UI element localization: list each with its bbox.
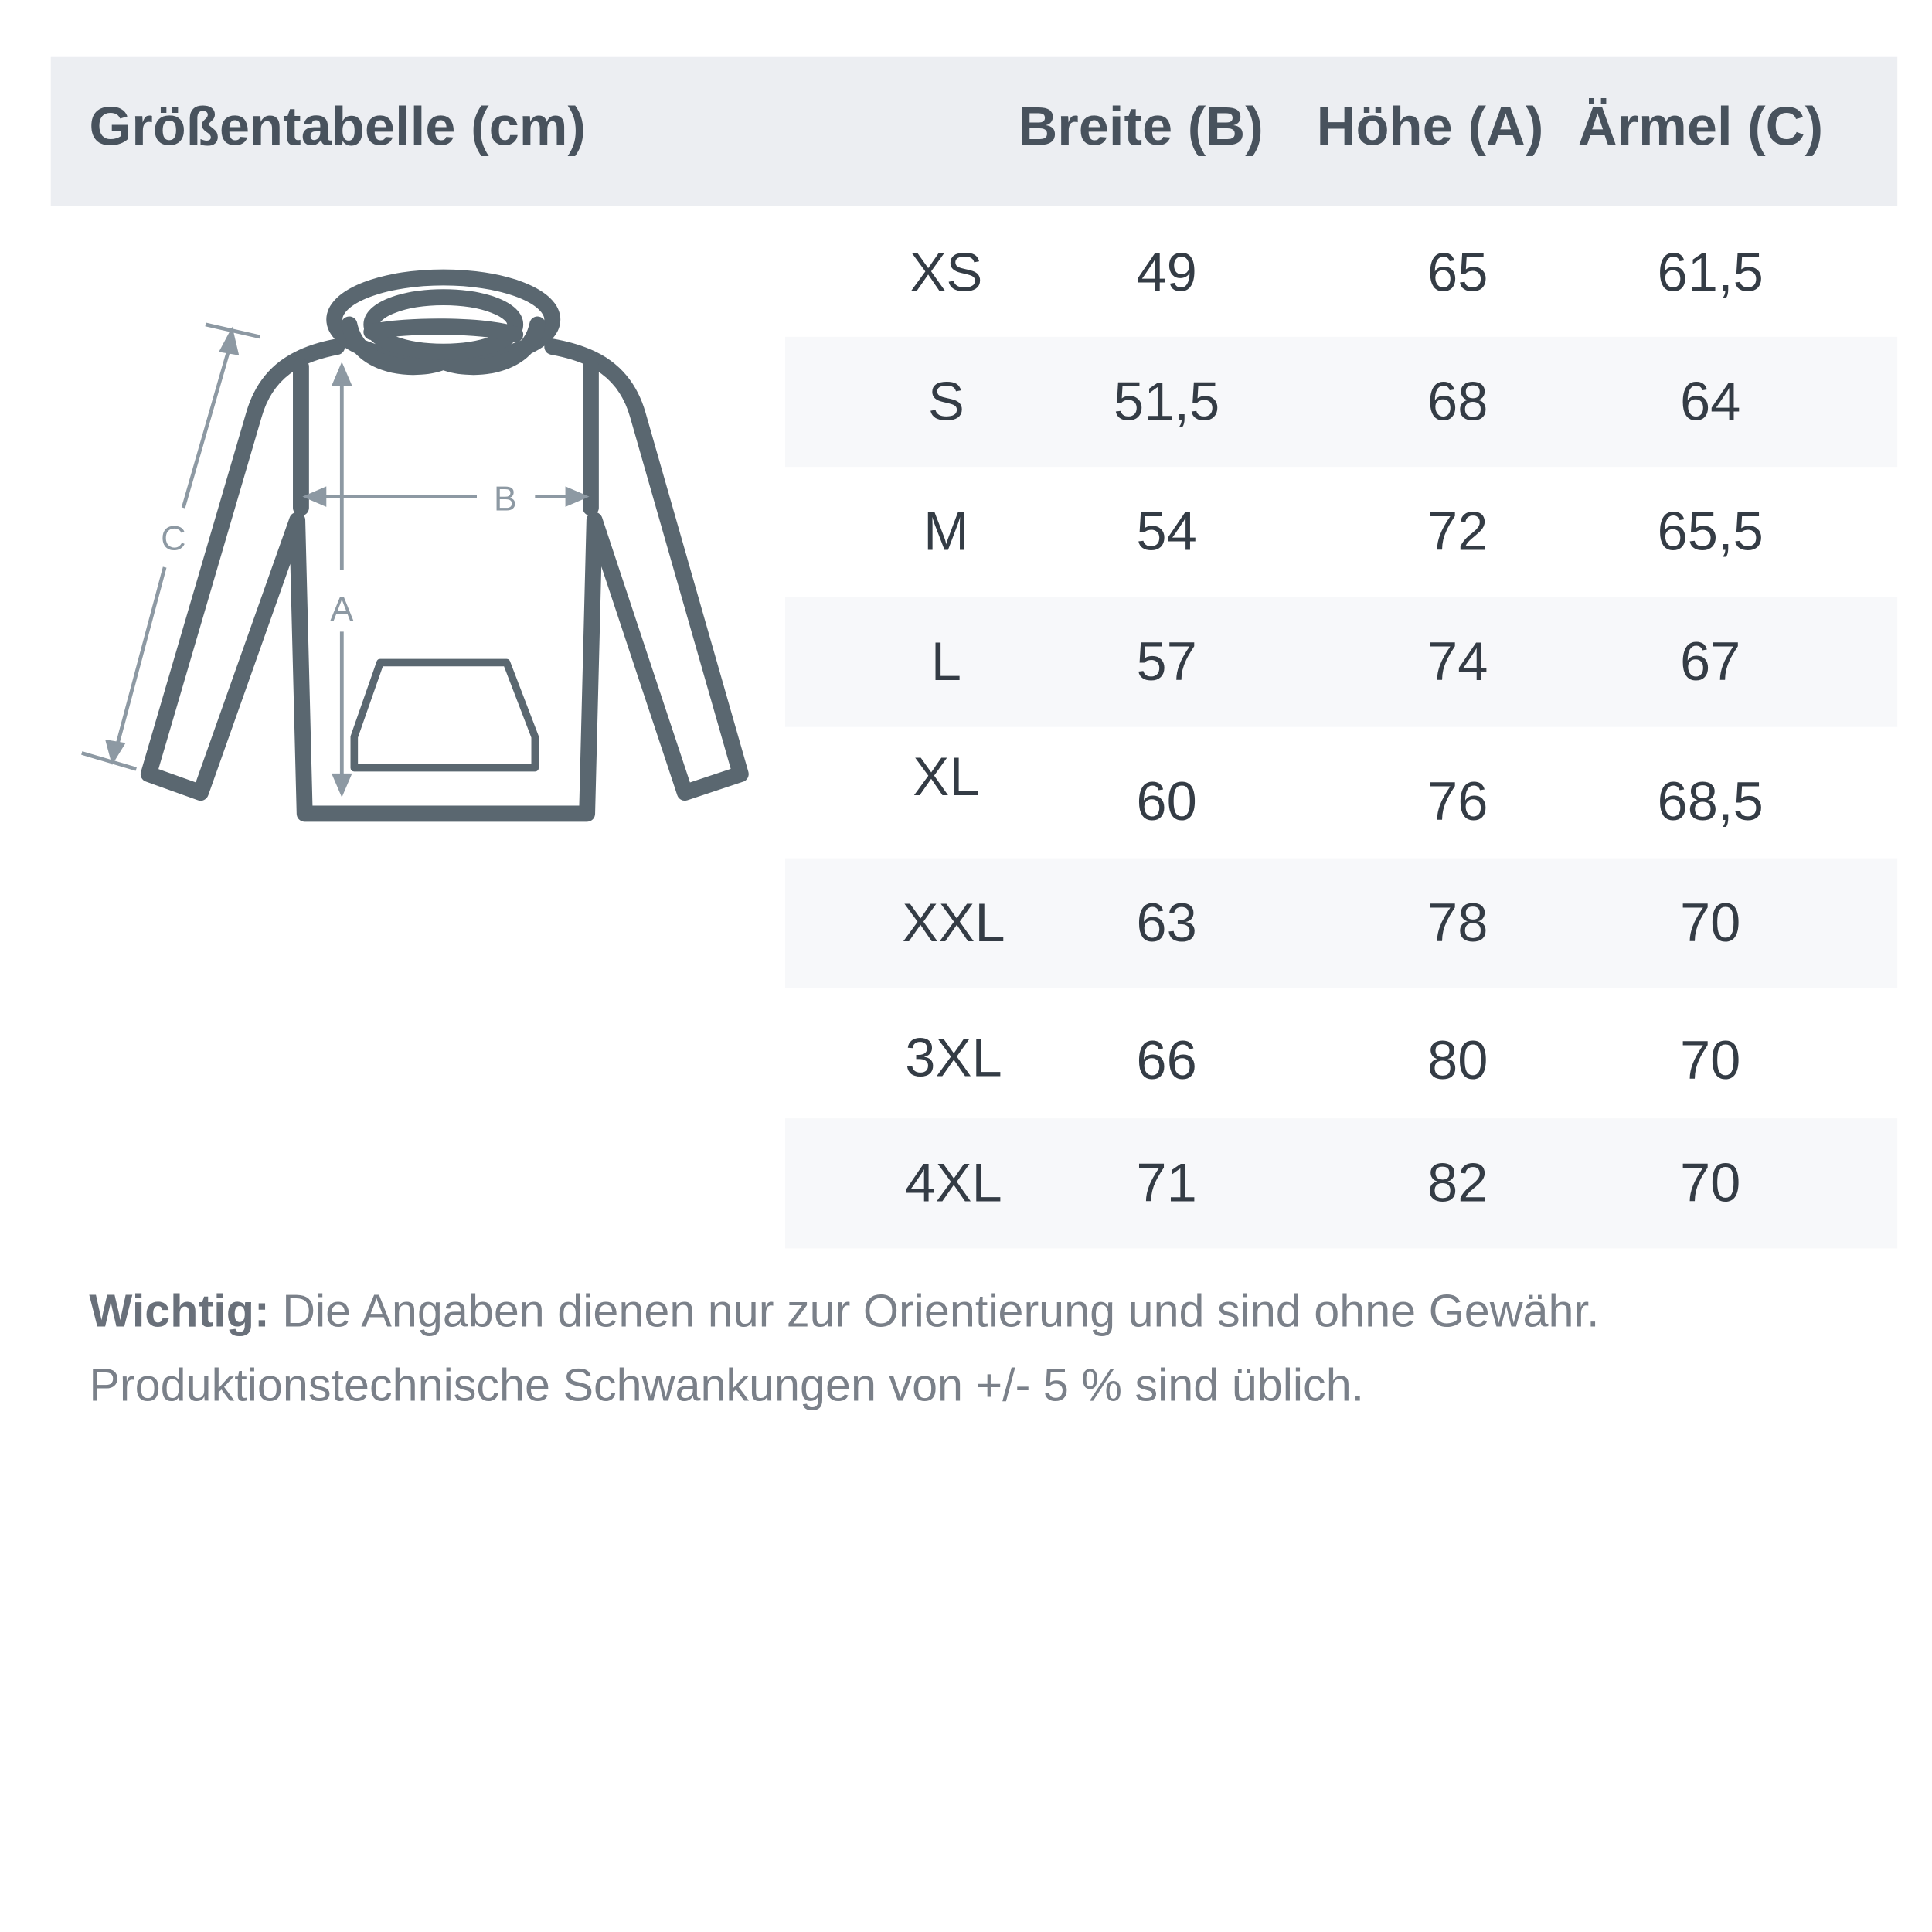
hoodie-outline-icon bbox=[140, 269, 749, 822]
hoehe-cell: 65 bbox=[1427, 243, 1488, 304]
size-cell: L bbox=[930, 631, 961, 692]
disclaimer-line-1: Wichtig: Die Angaben dienen nur zur Orie… bbox=[89, 1285, 1599, 1337]
table-row: XS 49 65 61,5 bbox=[785, 208, 1897, 338]
hoehe-cell: 72 bbox=[1427, 502, 1488, 563]
size-cell: XS bbox=[910, 243, 983, 304]
label-a: A bbox=[330, 589, 353, 628]
table-row: XL 60 76 68,5 bbox=[785, 727, 1897, 857]
hoehe-cell: 78 bbox=[1427, 893, 1488, 954]
aermel-cell: 64 bbox=[1679, 371, 1741, 433]
aermel-cell: 65,5 bbox=[1657, 502, 1764, 563]
page-title: Größentabelle (cm) bbox=[89, 97, 586, 158]
measurement-arrows-icon bbox=[81, 322, 590, 798]
breite-cell: 71 bbox=[1136, 1153, 1197, 1214]
table-row: XXL 63 78 70 bbox=[785, 858, 1898, 988]
hoehe-cell: 82 bbox=[1427, 1153, 1488, 1214]
aermel-cell: 67 bbox=[1679, 631, 1741, 692]
size-cell: XL bbox=[913, 747, 980, 808]
disclaimer-label: Wichtig: bbox=[89, 1285, 270, 1337]
table-row: 3XL 66 80 70 bbox=[785, 988, 1897, 1118]
size-cell: XXL bbox=[902, 893, 1005, 954]
breite-cell: 63 bbox=[1136, 893, 1197, 954]
hoehe-cell: 74 bbox=[1427, 631, 1488, 692]
table-row: 4XL 71 82 70 bbox=[785, 1118, 1898, 1249]
breite-cell: 51,5 bbox=[1114, 371, 1220, 433]
label-c: C bbox=[161, 519, 185, 558]
size-cell: 4XL bbox=[905, 1153, 1002, 1214]
breite-cell: 49 bbox=[1136, 243, 1197, 304]
table-row: S 51,5 68 64 bbox=[785, 336, 1898, 468]
table-header: Größentabelle (cm) Breite (B) Höhe (A) Ä… bbox=[50, 56, 1898, 206]
hoehe-cell: 80 bbox=[1427, 1030, 1488, 1091]
column-header-breite: Breite (B) bbox=[1018, 97, 1264, 158]
aermel-cell: 70 bbox=[1679, 1030, 1741, 1091]
aermel-cell: 70 bbox=[1679, 893, 1741, 954]
breite-cell: 54 bbox=[1136, 502, 1197, 563]
hoehe-cell: 76 bbox=[1427, 771, 1488, 832]
breite-cell: 66 bbox=[1136, 1030, 1197, 1091]
hoodie-diagram: A B C bbox=[81, 269, 749, 822]
column-header-hoehe: Höhe (A) bbox=[1316, 97, 1544, 158]
disclaimer-text: Die Angaben dienen nur zur Orientierung … bbox=[269, 1285, 1600, 1337]
size-cell: 3XL bbox=[905, 1028, 1002, 1089]
breite-cell: 60 bbox=[1136, 771, 1197, 832]
label-b: B bbox=[494, 478, 517, 518]
size-cell: M bbox=[923, 502, 969, 563]
breite-cell: 57 bbox=[1136, 631, 1197, 692]
table-row: M 54 72 65,5 bbox=[785, 467, 1897, 597]
aermel-cell: 61,5 bbox=[1657, 243, 1764, 304]
aermel-cell: 70 bbox=[1679, 1153, 1741, 1214]
aermel-cell: 68,5 bbox=[1657, 771, 1764, 832]
disclaimer-line-2: Produktionstechnische Schwankungen von +… bbox=[89, 1359, 1365, 1411]
table-row: L 57 74 67 bbox=[785, 597, 1898, 727]
hoehe-cell: 68 bbox=[1427, 371, 1488, 433]
column-header-aermel: Ärmel (C) bbox=[1577, 97, 1824, 158]
size-cell: S bbox=[927, 371, 964, 433]
